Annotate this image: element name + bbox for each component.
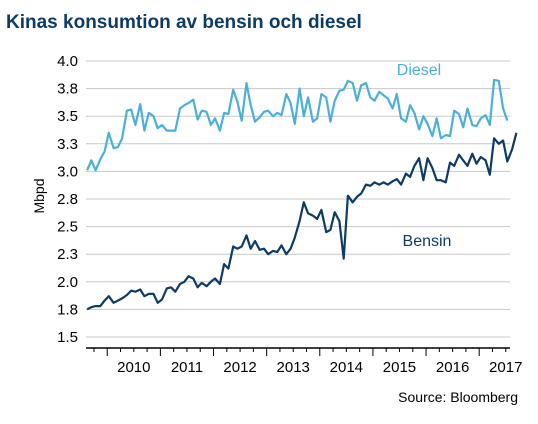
series-labels: Diesel Bensin [397, 62, 452, 250]
y-tick-label: 1.8 [57, 301, 78, 318]
y-tick-label: 3.8 [57, 81, 78, 98]
y-tick-label: 2.8 [57, 191, 78, 208]
x-tick-label: 2015 [383, 359, 416, 376]
source-note: Source: Bloomberg [398, 389, 518, 405]
series-lines [86, 78, 518, 311]
x-tick-label: 2012 [223, 359, 256, 376]
x-tick-label: 2011 [171, 359, 203, 376]
y-axis-label: Mbpd [31, 178, 47, 213]
y-tick-label: 4.0 [57, 53, 78, 70]
x-tick-label: 2013 [277, 359, 310, 376]
series-label-bensin: Bensin [403, 233, 452, 250]
y-tick-label: 2.5 [57, 219, 78, 236]
series-line-bensin [86, 132, 518, 311]
y-tick-label: 2.3 [57, 246, 78, 263]
y-tick-label: 2.0 [57, 274, 78, 291]
y-tick-label: 3.3 [57, 136, 78, 153]
y-axis-ticks: 1.5 1.8 2.0 2.3 2.5 2.8 3.0 3.3 3.5 3.8 4.0 [57, 53, 78, 346]
chart-title: Kinas konsumtion av bensin och diesel [6, 12, 362, 33]
x-tick-label: 2010 [117, 359, 150, 376]
y-tick-label: 3.0 [57, 163, 78, 180]
y-tick-label: 1.5 [57, 329, 78, 346]
x-tick-label: 2017 [489, 359, 522, 376]
y-tick-label: 3.5 [57, 108, 78, 125]
series-label-diesel: Diesel [397, 62, 441, 79]
x-axis: 2010 2011 2012 2013 2014 2015 2016 2017 [86, 347, 522, 376]
series-line-diesel [86, 78, 509, 172]
x-tick-label: 2016 [436, 359, 469, 376]
x-tick-label: 2014 [330, 359, 363, 376]
